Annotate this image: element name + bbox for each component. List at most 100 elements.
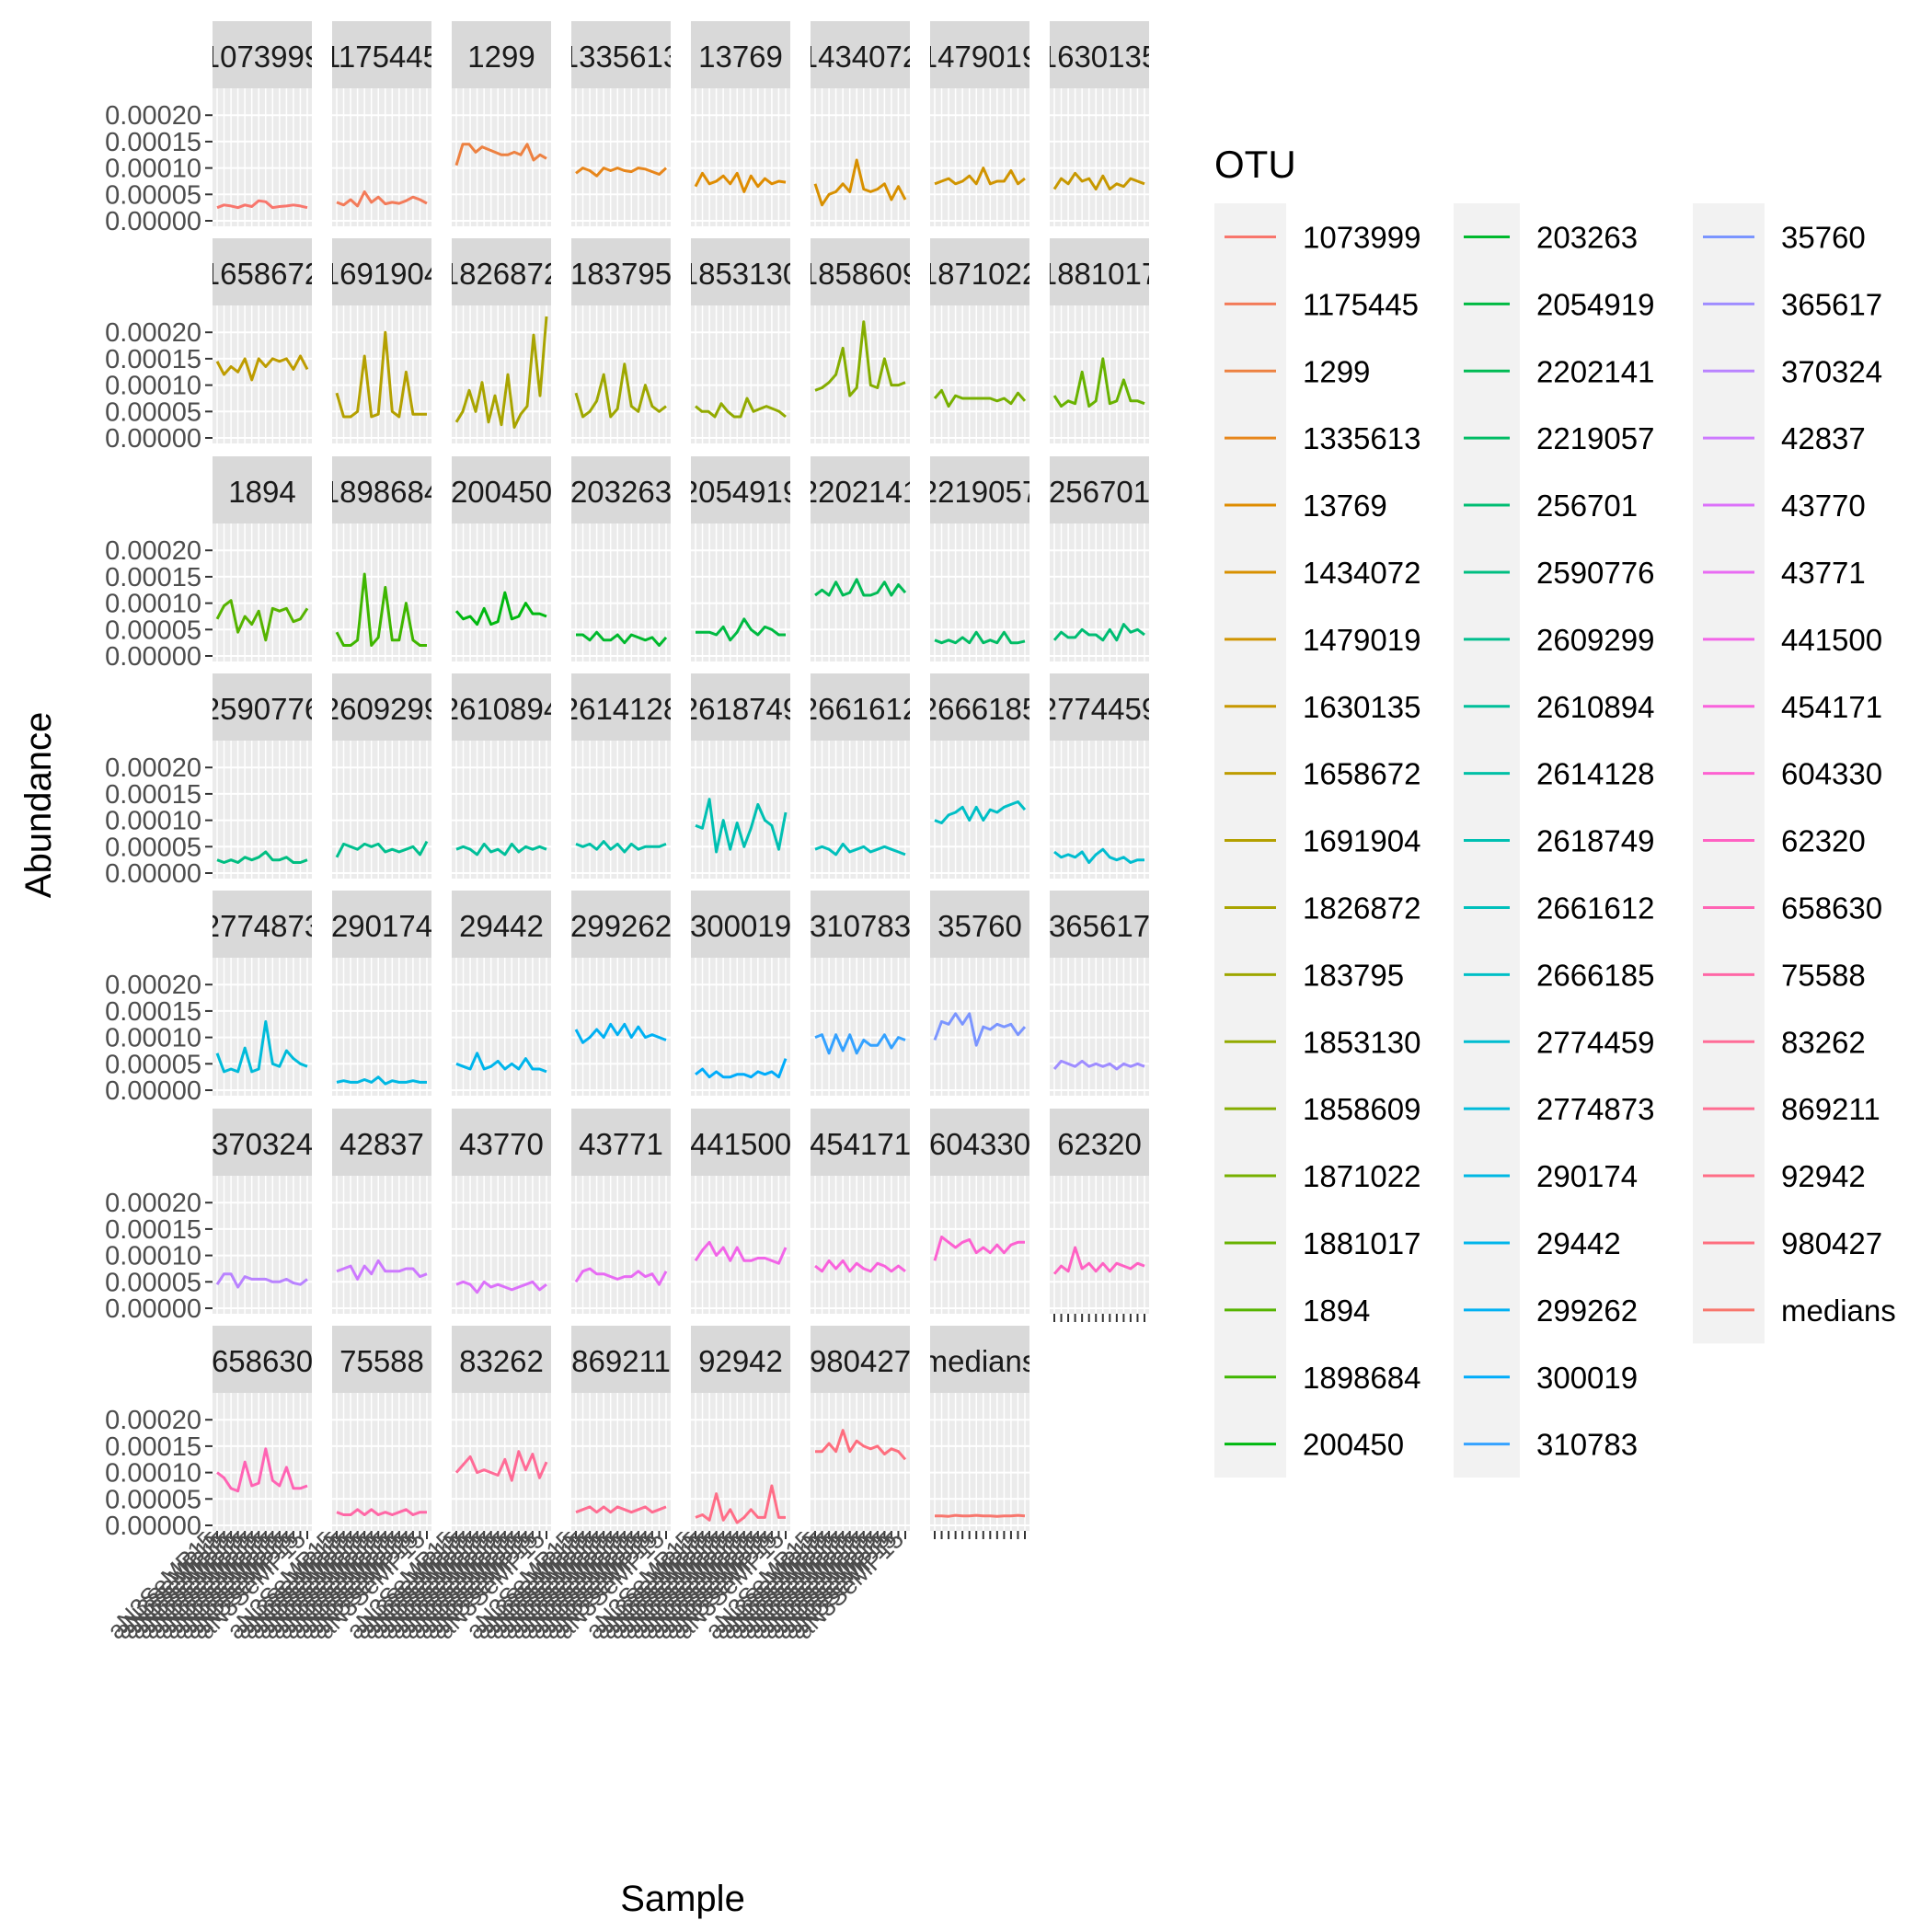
panel-background xyxy=(213,305,312,443)
series-line xyxy=(1052,1059,1145,1071)
y-tick-label: 0.00000 xyxy=(105,642,201,672)
panel-background xyxy=(332,1176,431,1314)
strip-background xyxy=(571,1326,671,1393)
strip-background xyxy=(571,891,671,958)
y-tick-label: 0.00015 xyxy=(105,997,201,1027)
panel-background xyxy=(1050,523,1149,661)
panel-background xyxy=(691,305,790,443)
strip-background xyxy=(930,456,1029,523)
facet-panel: 1858609 xyxy=(811,238,910,443)
panel-background xyxy=(452,88,551,226)
legend-label: 1826872 xyxy=(1303,891,1420,925)
legend-label: 83262 xyxy=(1781,1025,1866,1059)
facet-panel: 454171 xyxy=(811,1109,910,1314)
facet-panel: 2202141 xyxy=(811,456,910,661)
facet-panel: 869211 xyxy=(571,1326,671,1539)
x-tick-labels: aN3SeMP15aN3SeMP15aN3SeMP15aN3SeMP15aN3S… xyxy=(102,1532,909,1644)
strip-background xyxy=(571,673,671,741)
legend-label: 658630 xyxy=(1781,891,1882,925)
series-line xyxy=(336,1259,428,1281)
y-tick-label: 0.00010 xyxy=(105,1024,201,1053)
strip-label: 203263 xyxy=(570,475,672,509)
legend-label: 2661612 xyxy=(1536,891,1654,925)
legend-label: 1881017 xyxy=(1303,1226,1420,1260)
panel-background xyxy=(811,88,910,226)
series-line xyxy=(575,1505,667,1514)
panel-background xyxy=(332,1393,431,1531)
strip-label: 1335613 xyxy=(562,40,680,74)
series-line xyxy=(335,330,427,419)
facet-panel: 1299 xyxy=(452,21,551,226)
legend-label: 43771 xyxy=(1781,556,1866,590)
facet-panel: 365617 xyxy=(1049,891,1150,1096)
series-line xyxy=(934,800,1027,824)
strip-background xyxy=(691,891,790,958)
strip-label: 43771 xyxy=(579,1127,663,1161)
facet-panel: medians xyxy=(930,1326,1029,1539)
legend-label: 2618749 xyxy=(1536,824,1654,858)
facet-panel: 658630 0.000000.000050.000100.000150.0002… xyxy=(105,1326,312,1541)
series-line xyxy=(336,1075,427,1086)
facet-panel: 1175445 xyxy=(332,21,431,226)
strip-label: 2610894 xyxy=(443,692,560,726)
strip-label: 2661612 xyxy=(801,692,919,726)
strip-label: 1299 xyxy=(467,40,535,74)
panel-background xyxy=(332,88,431,226)
legend-label: 2219057 xyxy=(1536,421,1654,455)
strip-background xyxy=(452,1109,551,1176)
strip-label: 441500 xyxy=(690,1127,791,1161)
series-line xyxy=(695,798,788,854)
y-tick-label: 0.00015 xyxy=(105,1432,201,1462)
legend-label: 980427 xyxy=(1781,1226,1882,1260)
strip-label: 2774873 xyxy=(203,909,321,943)
series-line xyxy=(336,190,428,208)
strip-label: 62320 xyxy=(1057,1127,1142,1161)
legend-label: 1658672 xyxy=(1303,757,1420,791)
strip-label: 290174 xyxy=(331,909,432,943)
strip-label: 365617 xyxy=(1049,909,1150,943)
legend-label: 43770 xyxy=(1781,489,1866,523)
y-tick-label: 0.00020 xyxy=(105,1189,201,1218)
strip-background xyxy=(332,1326,431,1393)
legend-label: 1630135 xyxy=(1303,690,1420,724)
facet-panel: 2661612 xyxy=(801,673,919,879)
legend-label: 92942 xyxy=(1781,1159,1866,1193)
facet-panel: 200450 xyxy=(452,456,551,661)
strip-label: 299262 xyxy=(570,909,672,943)
series-line xyxy=(574,1267,668,1286)
panel-background xyxy=(811,741,910,879)
series-line xyxy=(934,167,1026,186)
strip-background xyxy=(571,456,671,523)
legend-label: 75588 xyxy=(1781,958,1866,992)
y-tick-label: 0.00005 xyxy=(105,1485,201,1514)
y-tick-label: 0.00005 xyxy=(105,1050,201,1079)
strip-background xyxy=(213,238,312,305)
panel-background xyxy=(691,1393,790,1531)
series-line xyxy=(933,1012,1027,1047)
strip-background xyxy=(452,1326,551,1393)
panel-background xyxy=(213,523,312,661)
y-tick-label: 0.00000 xyxy=(105,424,201,454)
facet-panel: 183795 xyxy=(571,238,671,443)
legend-label: 1073999 xyxy=(1303,220,1420,254)
strip-background xyxy=(452,891,551,958)
strip-label: 2590776 xyxy=(203,692,321,726)
strip-background xyxy=(332,456,431,523)
series-line xyxy=(216,199,308,210)
strip-label: 1479019 xyxy=(921,40,1039,74)
series-line xyxy=(215,1272,308,1289)
strip-background xyxy=(213,1326,312,1393)
strip-background xyxy=(811,1109,910,1176)
strip-background xyxy=(930,673,1029,741)
facet-panel: 1073999 0.000000.000050.000100.000150.000… xyxy=(105,21,312,236)
strip-label: 2614128 xyxy=(562,692,680,726)
series-line xyxy=(1053,847,1144,864)
series-line xyxy=(575,167,668,178)
strip-background xyxy=(332,238,431,305)
panel-background xyxy=(571,305,671,443)
panel-background xyxy=(332,523,431,661)
series-line xyxy=(933,1236,1025,1261)
series-line xyxy=(574,362,667,419)
y-tick-label: 0.00010 xyxy=(105,155,201,184)
strip-background xyxy=(811,891,910,958)
